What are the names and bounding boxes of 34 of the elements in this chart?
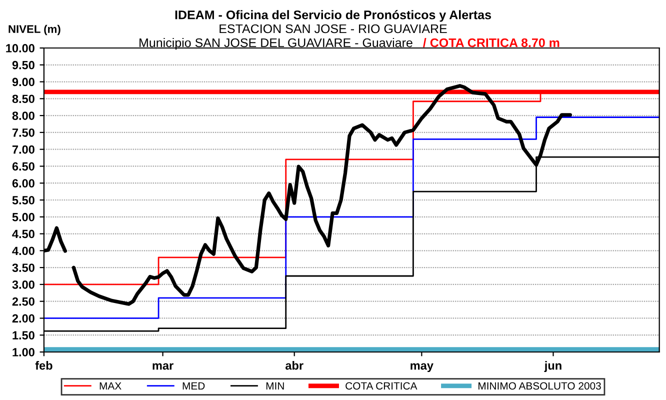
y-tick-label: 1.00 <box>12 348 34 356</box>
y-tick-label: 8.00 <box>12 112 34 120</box>
y-tick-label: 1.50 <box>12 331 34 340</box>
y-tick-label: 5.00 <box>12 212 34 222</box>
y-axis-title: NIVEL (m) <box>8 24 60 36</box>
y-tick-label: 8.50 <box>12 94 34 104</box>
legend-label: MINIMO ABSOLUTO 2003 <box>478 382 601 390</box>
y-tick-label: 3.50 <box>12 264 34 272</box>
chart-subtitle: ESTACION SAN JOSE - RIO GUAVIARE <box>220 24 447 34</box>
y-tick-label: 4.50 <box>12 230 34 238</box>
x-tick-label: may <box>410 363 434 372</box>
legend-label: MED <box>182 382 205 390</box>
y-tick-label: 7.00 <box>12 145 34 154</box>
legend-label: COTA CRITICA <box>346 382 418 390</box>
legend-label: MAX <box>100 382 122 390</box>
y-tick-label: 9.00 <box>12 78 34 86</box>
y-tick-label: 3.00 <box>12 280 34 289</box>
x-tick-label: mar <box>152 363 174 370</box>
x-tick-label: feb <box>35 361 52 370</box>
x-tick-label: jun <box>544 361 562 372</box>
y-tick-label: 2.50 <box>12 297 34 306</box>
y-tick-label: 2.00 <box>12 314 34 323</box>
y-tick-label: 9.50 <box>12 60 34 70</box>
y-tick-label: 5.50 <box>12 196 34 204</box>
y-tick-label: 6.50 <box>12 162 34 171</box>
y-tick-label: 6.00 <box>12 179 34 188</box>
x-tick-label: abr <box>286 361 304 370</box>
y-tick-label: 7.50 <box>12 128 34 137</box>
annotation: Municipio SAN JOSE DEL GUAVIARE - Guaviare <box>140 38 412 50</box>
text: / COTA CRITICA 8.70 m <box>423 38 560 48</box>
y-tick-label: 4.00 <box>12 246 34 256</box>
chart-title: IDEAM - Oficina del Servicio de Pronósticos y Alertas <box>175 10 491 22</box>
legend-label: MIN <box>266 382 284 390</box>
y-tick-label: 10.00 <box>6 44 34 52</box>
